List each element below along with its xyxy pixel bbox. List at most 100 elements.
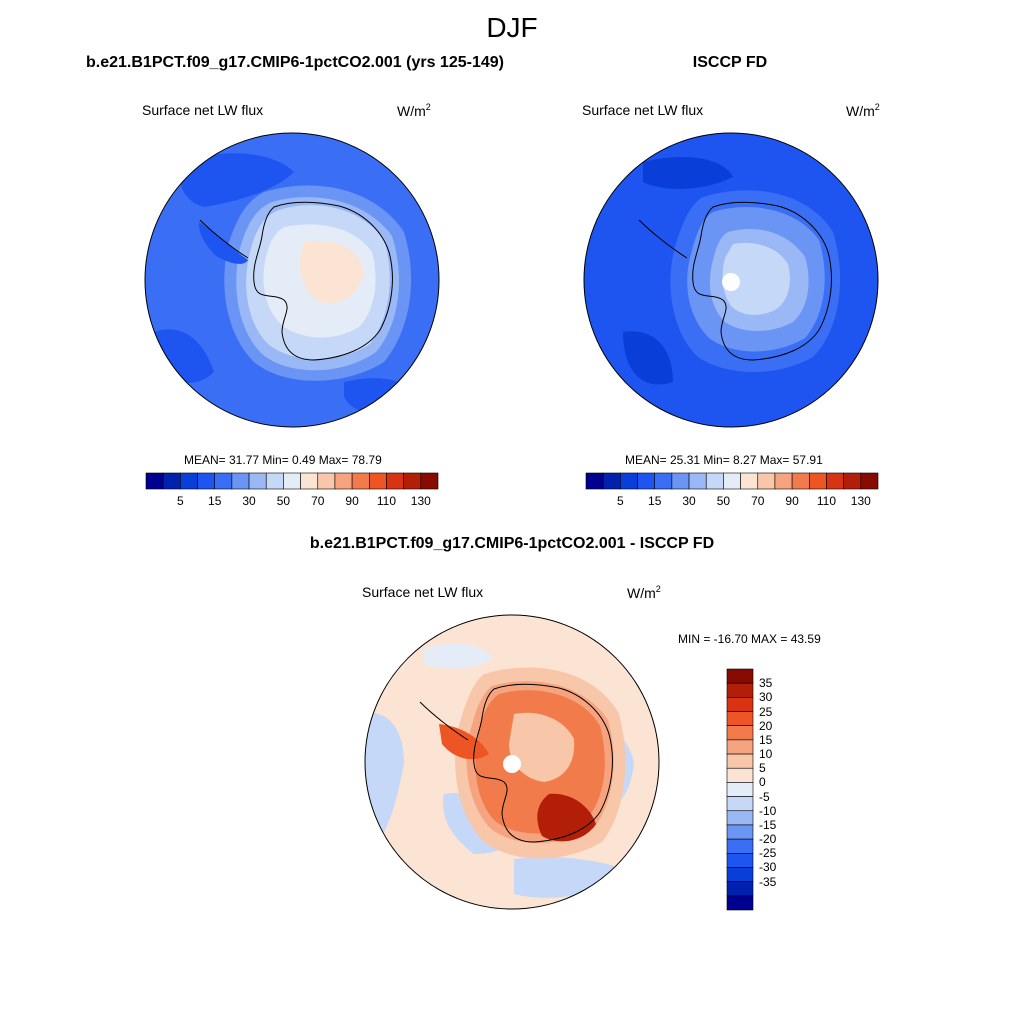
colorbar-swatch bbox=[602, 472, 621, 490]
colorbar-tick-label: -35 bbox=[759, 874, 777, 889]
colorbar-tick-label: 130 bbox=[410, 494, 431, 508]
diff-panel-title: b.e21.B1PCT.f09_g17.CMIP6-1pctCO2.001 - … bbox=[309, 535, 715, 552]
diff-stats: MIN = -16.70 MAX = 43.59 bbox=[678, 632, 821, 646]
colorbar-swatch bbox=[420, 472, 439, 490]
colorbar-tick-label: 70 bbox=[311, 494, 325, 508]
colorbar-swatch bbox=[808, 472, 827, 490]
coastline bbox=[692, 201, 832, 361]
model-colorbar bbox=[145, 472, 439, 490]
colorbar-swatch bbox=[620, 472, 638, 490]
colorbar-swatch bbox=[197, 472, 216, 490]
colorbar-tick-label: 50 bbox=[716, 494, 731, 508]
colorbar-swatch bbox=[726, 753, 754, 769]
colorbar-tick-label: 110 bbox=[816, 494, 837, 508]
colorbar-swatch bbox=[726, 668, 754, 684]
colorbar-tick-label: -5 bbox=[759, 789, 770, 804]
obs-panel-title: ISCCP FD bbox=[692, 54, 768, 71]
cool-anomaly bbox=[424, 643, 494, 669]
coastline bbox=[419, 701, 469, 741]
colorbar-swatch bbox=[726, 867, 754, 882]
colorbar-swatch bbox=[843, 472, 862, 490]
colorbar-tick-label: 15 bbox=[208, 494, 222, 508]
model-units-label: W/m2 bbox=[397, 102, 431, 119]
colorbar-swatch bbox=[145, 472, 164, 490]
colorbar-tick-label: -10 bbox=[759, 803, 777, 818]
obs-colorbar bbox=[585, 472, 879, 490]
dark-anomaly bbox=[180, 153, 294, 207]
colorbar-swatch bbox=[726, 895, 754, 911]
colorbar-swatch bbox=[726, 852, 754, 868]
colorbar-swatch bbox=[403, 472, 422, 490]
colorbar-swatch bbox=[162, 472, 181, 490]
colorbar-tick-label: -15 bbox=[759, 817, 777, 832]
diff-variable-label: Surface net LW flux bbox=[362, 584, 484, 600]
diff-colorbar bbox=[726, 668, 754, 911]
diff-units-label: W/m2 bbox=[627, 584, 661, 601]
colorbar-swatch bbox=[757, 472, 776, 490]
colorbar-swatch bbox=[283, 472, 301, 490]
colorbar-swatch bbox=[351, 472, 370, 490]
colorbar-swatch bbox=[726, 682, 754, 698]
obs-units-label: W/m2 bbox=[846, 102, 880, 119]
colorbar-swatch bbox=[654, 472, 673, 490]
warm-peak bbox=[439, 724, 489, 760]
colorbar-tick-label: 130 bbox=[850, 494, 871, 508]
colorbar-swatch bbox=[791, 472, 810, 490]
colorbar-tick-label: 90 bbox=[345, 494, 359, 508]
colorbar-swatch bbox=[688, 472, 707, 490]
colorbar-swatch bbox=[265, 472, 284, 490]
warm-patch bbox=[299, 240, 364, 304]
colorbar-swatch bbox=[637, 472, 656, 490]
colorbar-tick-label: -20 bbox=[759, 832, 777, 847]
diff-polar-map bbox=[364, 614, 660, 910]
page-title: DJF bbox=[486, 12, 538, 43]
colorbar-swatch bbox=[671, 472, 690, 490]
dark-anomaly bbox=[643, 157, 733, 189]
colorbar-swatch bbox=[214, 472, 233, 490]
colorbar-swatch bbox=[774, 472, 793, 490]
dark-anomaly bbox=[623, 331, 673, 385]
interior-mild bbox=[509, 712, 575, 782]
model-polar-map bbox=[144, 132, 440, 428]
colorbar-swatch bbox=[726, 711, 754, 727]
model-stats: MEAN= 31.77 Min= 0.49 Max= 78.79 bbox=[184, 453, 382, 467]
obs-variable-label: Surface net LW flux bbox=[582, 102, 704, 118]
model-variable-label: Surface net LW flux bbox=[142, 102, 264, 118]
colorbar-tick-label: 30 bbox=[759, 690, 773, 705]
colorbar-swatch bbox=[585, 472, 604, 490]
colorbar-tick-label: 30 bbox=[682, 494, 696, 508]
colorbar-swatch bbox=[726, 767, 754, 783]
colorbar-tick-label: 15 bbox=[648, 494, 662, 508]
colorbar-tick-label: 5 bbox=[759, 761, 766, 776]
colorbar-swatch bbox=[860, 472, 879, 490]
colorbar-tick-label: -30 bbox=[759, 860, 777, 875]
ice-interior bbox=[722, 242, 790, 315]
colorbar-swatch bbox=[368, 472, 387, 490]
colorbar-swatch bbox=[726, 697, 754, 712]
colorbar-tick-label: 5 bbox=[177, 494, 184, 508]
colorbar-swatch bbox=[726, 739, 754, 755]
obs-polar-map bbox=[583, 132, 879, 428]
colorbar-swatch bbox=[248, 472, 267, 490]
colorbar-swatch bbox=[726, 810, 754, 826]
colorbar-tick-label: 70 bbox=[751, 494, 765, 508]
obs-colorbar-ticks: 5 15 30 50 70 90 110 130 bbox=[586, 494, 878, 510]
colorbar-tick-label: 20 bbox=[759, 718, 773, 733]
colorbar-swatch bbox=[231, 472, 250, 490]
colorbar-swatch bbox=[726, 796, 754, 812]
colorbar-swatch bbox=[334, 472, 353, 490]
colorbar-swatch bbox=[726, 824, 754, 840]
colorbar-tick-label: 0 bbox=[759, 775, 766, 790]
colorbar-swatch bbox=[826, 472, 844, 490]
colorbar-tick-label: 90 bbox=[785, 494, 799, 508]
colorbar-swatch bbox=[705, 472, 724, 490]
obs-stats: MEAN= 25.31 Min= 8.27 Max= 57.91 bbox=[625, 453, 823, 467]
colorbar-tick-label: 30 bbox=[242, 494, 256, 508]
coastline bbox=[473, 683, 613, 843]
colorbar-swatch bbox=[726, 725, 754, 741]
missing-data-pole bbox=[503, 755, 521, 773]
missing-data-pole bbox=[722, 273, 740, 291]
colorbar-swatch bbox=[740, 472, 759, 490]
colorbar-tick-label: -25 bbox=[759, 846, 777, 861]
model-panel-title: b.e21.B1PCT.f09_g17.CMIP6-1pctCO2.001 (y… bbox=[86, 54, 504, 71]
